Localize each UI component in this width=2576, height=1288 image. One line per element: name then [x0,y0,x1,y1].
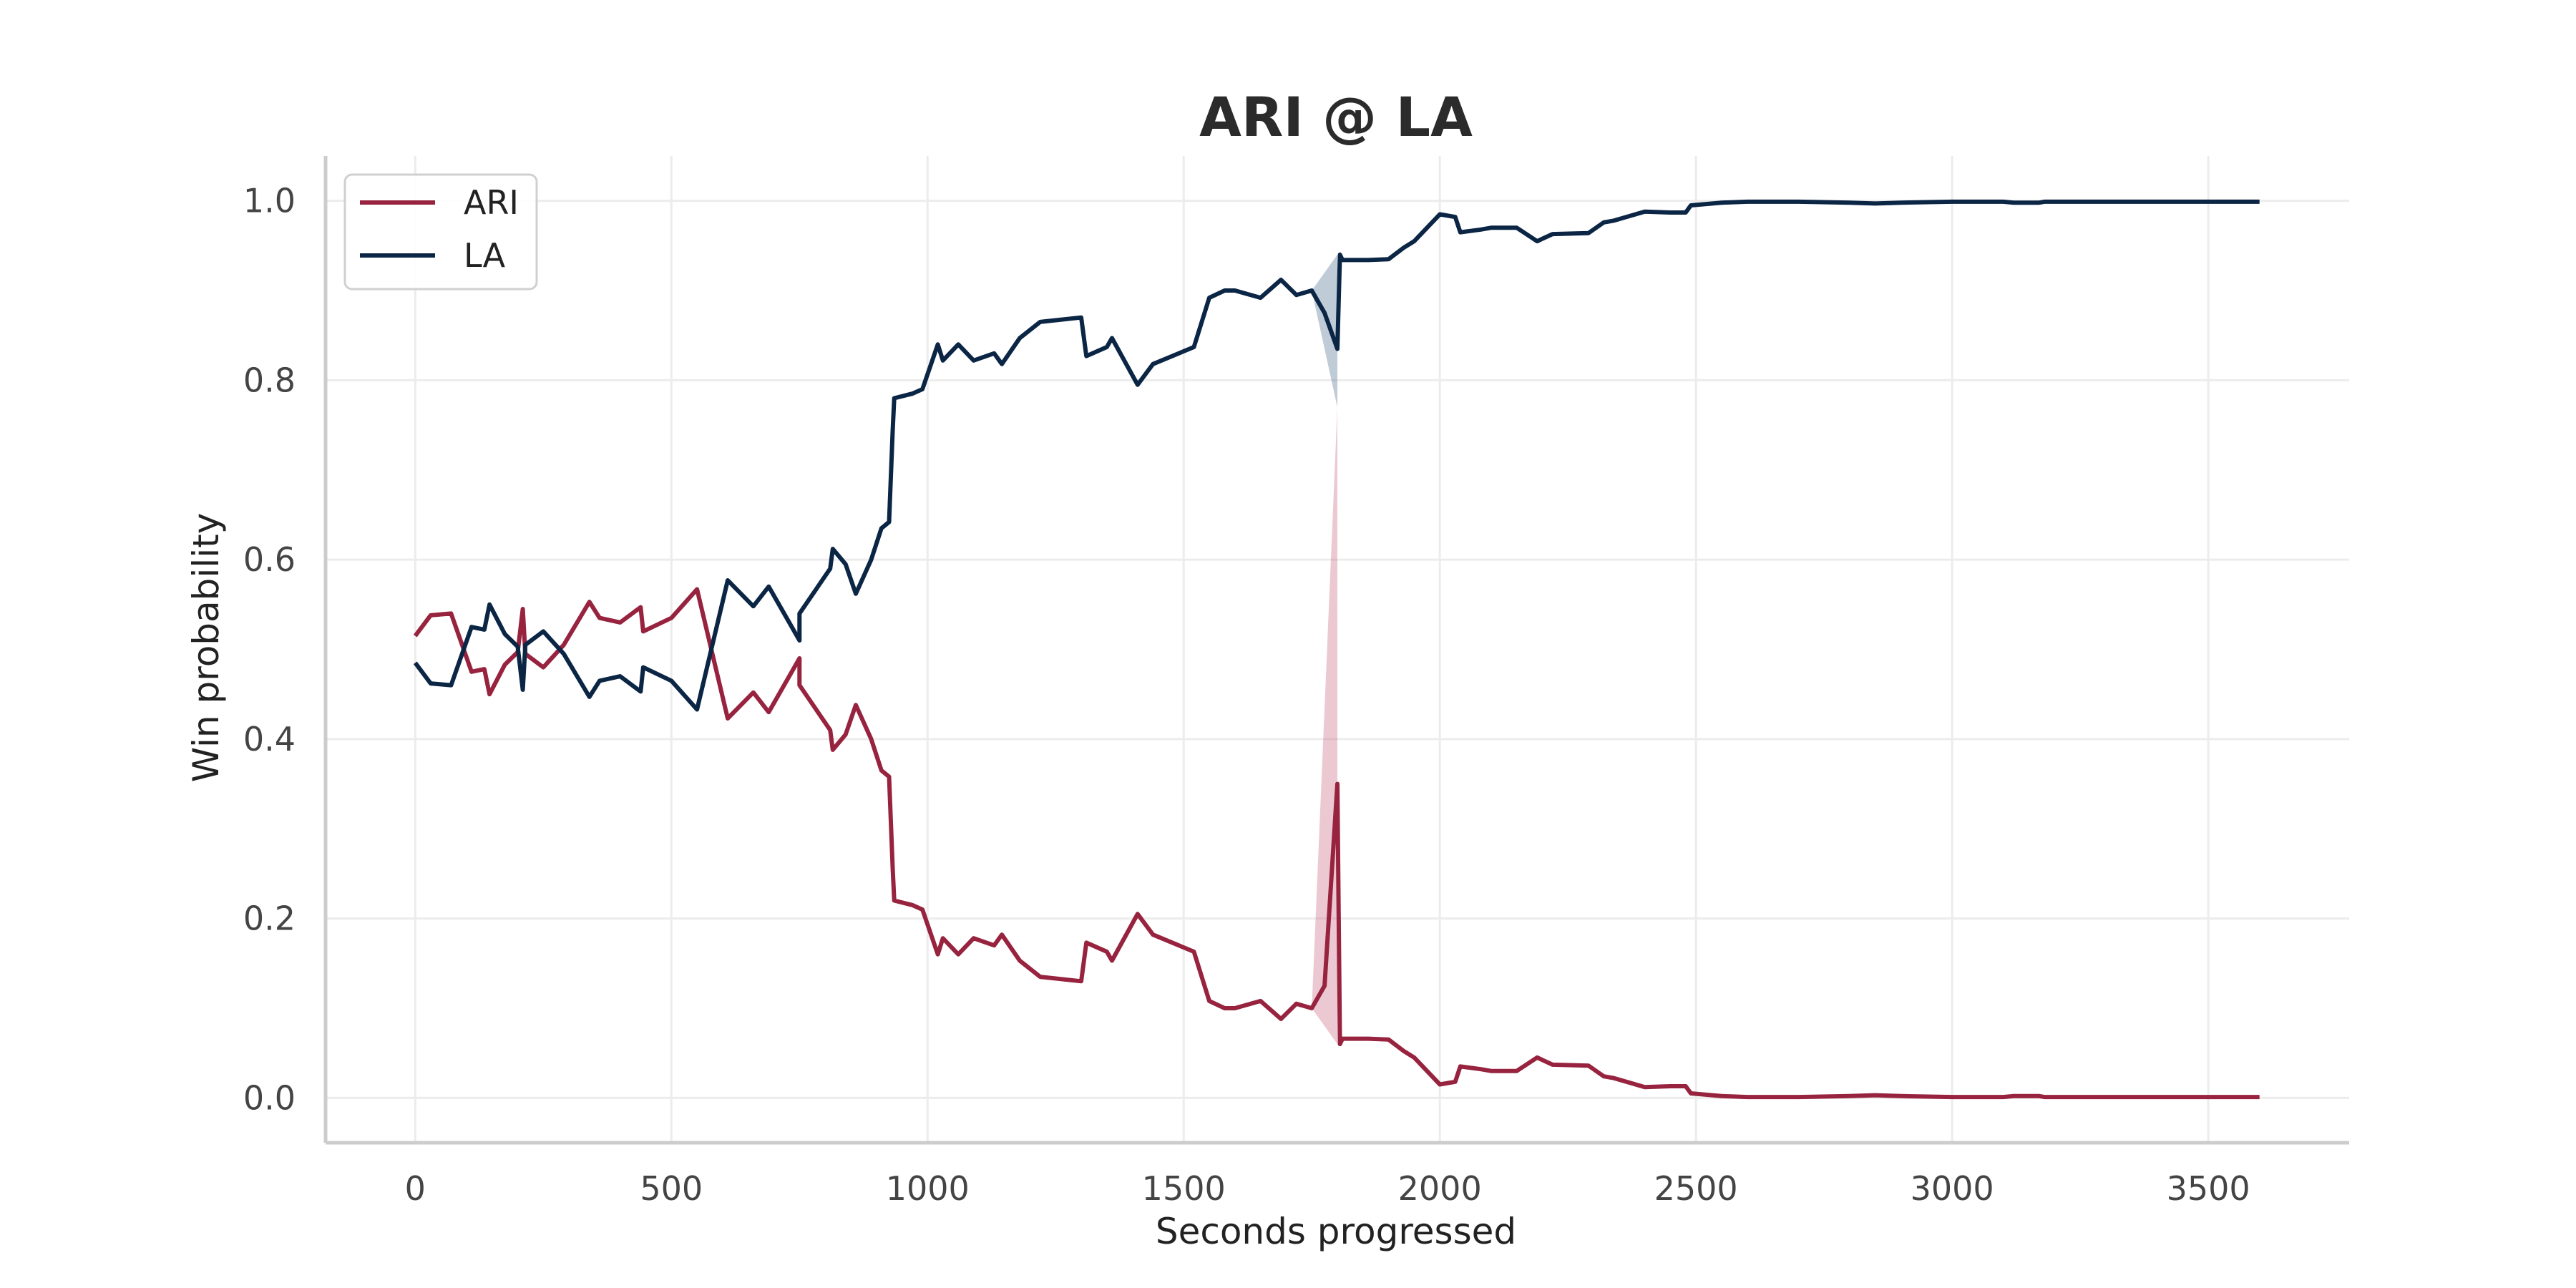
x-axis-ticks: 0 500 1000 1500 2000 2500 3000 3500 [405,1169,2250,1208]
x-tick-label: 1000 [886,1169,970,1208]
x-tick-label: 2500 [1654,1169,1738,1208]
x-tick-label: 500 [640,1169,703,1208]
series-lines [413,199,2260,1100]
series-line-la [413,199,2260,712]
uncertainty-band-la [1312,254,1337,408]
x-tick-label: 1500 [1142,1169,1226,1208]
y-tick-label: 0.6 [243,540,296,579]
y-tick-label: 0.0 [243,1078,296,1117]
uncertainty-band-ari [1312,407,1337,1045]
x-tick-label: 2000 [1398,1169,1482,1208]
y-tick-label: 0.2 [243,899,296,938]
x-axis-label: Seconds progressed [1156,1211,1516,1252]
uncertainty-bands [1312,254,1337,1045]
x-tick-label: 3500 [2167,1169,2250,1208]
chart-title: ARI @ LA [1199,85,1473,149]
series-line-ari [413,587,2260,1100]
y-tick-label: 1.0 [243,182,296,220]
axes-spines [323,156,2349,1145]
y-tick-label: 0.8 [243,361,296,399]
x-tick-label: 0 [405,1169,426,1208]
y-axis-ticks: 0.0 0.2 0.4 0.6 0.8 1.0 [243,182,296,1118]
legend: ARI LA [343,173,538,291]
y-axis-label: Win probability [185,513,227,783]
x-tick-label: 3000 [1911,1169,1994,1208]
legend-label-ari: ARI [464,183,519,222]
legend-label-la: LA [464,236,506,275]
y-tick-label: 0.4 [243,720,296,758]
